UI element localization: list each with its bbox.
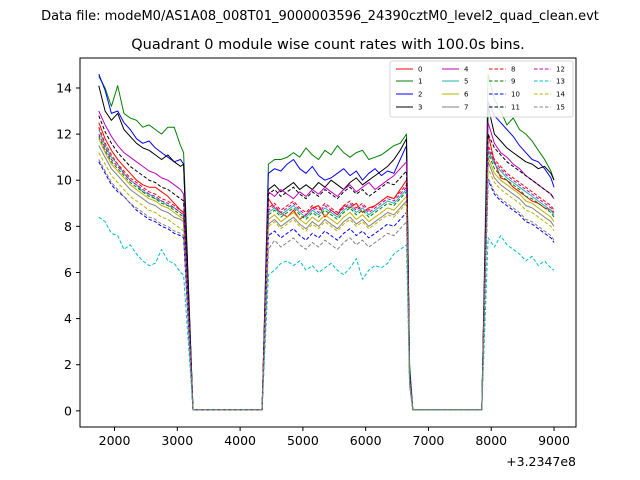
legend-label-15: 15 <box>556 104 565 112</box>
legend-label-3: 3 <box>418 104 422 112</box>
plot-frame <box>79 57 577 428</box>
x-tick-label: 2000 <box>99 433 131 448</box>
legend-label-9: 9 <box>511 78 515 86</box>
y-tick-label: 10 <box>56 173 72 188</box>
legend-label-4: 4 <box>464 66 469 74</box>
legend-label-7: 7 <box>464 104 468 112</box>
x-tick-label: 7000 <box>413 433 445 448</box>
series-layer <box>98 73 555 411</box>
legend-label-6: 6 <box>464 91 469 99</box>
x-tick-label: 8000 <box>475 433 507 448</box>
legend-box <box>389 60 574 118</box>
legend-label-12: 12 <box>556 66 565 74</box>
x-tick-label: 9000 <box>538 433 570 448</box>
y-tick-label: 4 <box>64 311 72 326</box>
x-tick-label: 6000 <box>350 433 382 448</box>
legend-label-1: 1 <box>418 78 422 86</box>
legend-label-0: 0 <box>418 66 422 74</box>
y-tick-label: 6 <box>64 265 72 280</box>
chart-title: Quadrant 0 module wise count rates with … <box>131 37 525 53</box>
y-tick-label: 12 <box>56 127 72 142</box>
legend-label-13: 13 <box>556 78 565 86</box>
legend-label-2: 2 <box>418 91 422 99</box>
x-axis: 2000 3000 4000 5000 6000 7000 8000 9000 <box>99 427 570 448</box>
legend-label-10: 10 <box>511 91 520 99</box>
suptitle: Data file: modeM0/AS1A08_008T01_90000035… <box>41 9 599 24</box>
y-tick-label: 14 <box>56 80 72 95</box>
x-tick-label: 4000 <box>224 433 256 448</box>
y-tick-label: 0 <box>64 403 72 418</box>
y-axis: 0 2 4 6 8 10 12 14 <box>56 80 80 418</box>
legend-label-14: 14 <box>556 91 565 99</box>
y-tick-label: 2 <box>64 357 72 372</box>
legend-label-11: 11 <box>511 104 520 112</box>
x-tick-label: 3000 <box>161 433 193 448</box>
y-tick-label: 8 <box>64 219 72 234</box>
legend-label-8: 8 <box>511 66 515 74</box>
x-tick-label: 5000 <box>287 433 319 448</box>
x-offset-label: +3.2347e8 <box>506 454 576 469</box>
legend-label-5: 5 <box>464 78 468 86</box>
series-line-15 <box>98 159 555 411</box>
